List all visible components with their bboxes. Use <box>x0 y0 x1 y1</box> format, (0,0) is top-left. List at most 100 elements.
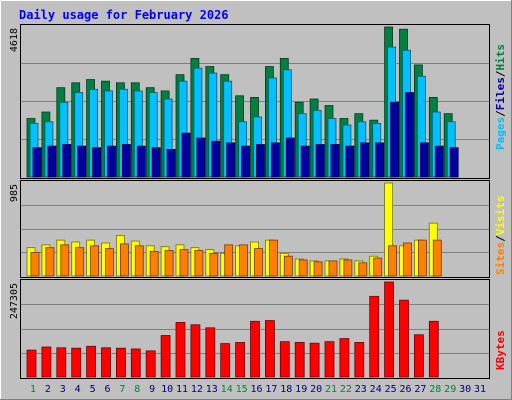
bar-pages-day-24 <box>375 142 385 178</box>
bar-sites-day-19 <box>298 259 308 277</box>
bar-sites-day-25 <box>388 245 398 277</box>
bar-kbytes-day-5 <box>86 345 96 378</box>
x-tick-label: 20 <box>310 384 322 395</box>
bar-pages-day-27 <box>419 142 429 178</box>
bar-sites-day-2 <box>45 247 55 277</box>
x-tick-label: 27 <box>414 384 426 395</box>
x-tick-label: 6 <box>104 384 110 395</box>
legend-item: Pages <box>494 117 507 150</box>
bar-kbytes-day-16 <box>250 320 260 378</box>
legend-item: / <box>494 235 507 242</box>
bar-pages-day-2 <box>47 145 57 178</box>
bar-pages-day-29 <box>449 147 459 178</box>
x-tick-label: 11 <box>176 384 188 395</box>
bar-pages-day-25 <box>390 101 400 178</box>
bar-kbytes-day-23 <box>354 342 365 378</box>
bar-sites-day-5 <box>90 245 99 277</box>
bar-kbytes-day-4 <box>71 347 82 378</box>
x-tick-label: 9 <box>149 384 155 395</box>
x-axis-day-labels: 1 2 3 4 5 6 7 8 9 10 11 12 13 14 15 16 17 18 19 20 21 22 23 24 2… <box>30 384 486 395</box>
bar-kbytes-day-18 <box>279 341 290 378</box>
x-tick-label: 2 <box>45 384 51 395</box>
x-tick-label: 29 <box>444 384 456 395</box>
bar-sites-day-8 <box>134 245 144 277</box>
legend-item: Sites <box>494 242 507 275</box>
legend-item: Visits <box>494 196 507 236</box>
legend-text: Pages/Files/Hits <box>494 44 507 150</box>
legend-item: / <box>494 70 507 77</box>
x-tick-label: 1 <box>30 384 36 395</box>
x-tick-label: 18 <box>280 384 292 395</box>
bar-pages-day-13 <box>211 140 221 178</box>
bars-middle <box>26 182 442 277</box>
bar-kbytes-day-15 <box>235 342 246 378</box>
bar-sites-day-11 <box>179 249 189 277</box>
bar-kbytes-day-24 <box>369 295 380 378</box>
bar-kbytes-day-25 <box>384 281 395 378</box>
bar-pages-day-26 <box>405 92 414 178</box>
bar-pages-day-3 <box>62 144 72 178</box>
bar-kbytes-day-10 <box>160 335 171 378</box>
panel-hits-files-pages: 4618 Pages/Files/Hits <box>9 24 507 179</box>
x-tick-label: 17 <box>265 384 277 395</box>
x-tick-label: 22 <box>340 384 352 395</box>
bar-pages-day-20 <box>315 144 325 178</box>
bar-kbytes-day-1 <box>26 349 37 378</box>
x-tick-label: 31 <box>474 384 486 395</box>
bar-pages-day-12 <box>196 137 206 178</box>
bar-kbytes-day-21 <box>324 341 335 378</box>
legend-bottom: KBytes <box>494 330 507 370</box>
x-tick-label: 30 <box>459 384 471 395</box>
bar-kbytes-day-13 <box>205 327 216 378</box>
bar-kbytes-day-12 <box>190 324 201 378</box>
bar-kbytes-day-11 <box>175 322 186 378</box>
bars-top <box>26 26 459 178</box>
bar-pages-day-21 <box>330 144 340 178</box>
x-tick-label: 5 <box>90 384 96 395</box>
x-tick-label: 13 <box>206 384 218 395</box>
legend-item: / <box>494 110 507 117</box>
bar-sites-day-27 <box>417 239 427 277</box>
bar-sites-day-14 <box>224 244 234 277</box>
x-tick-label: 19 <box>295 384 307 395</box>
bar-pages-day-5 <box>92 147 101 178</box>
bar-kbytes-day-27 <box>413 334 424 378</box>
x-tick-label: 24 <box>370 384 382 395</box>
bar-pages-day-1 <box>32 147 42 178</box>
legend-text: KBytes <box>494 330 507 370</box>
bar-sites-day-10 <box>164 250 174 277</box>
bar-kbytes-day-9 <box>145 350 156 378</box>
bar-pages-day-14 <box>226 142 236 178</box>
bar-kbytes-day-7 <box>116 347 126 378</box>
bar-kbytes-day-3 <box>56 347 67 378</box>
bar-pages-day-23 <box>360 142 370 178</box>
bar-sites-day-6 <box>105 248 114 277</box>
bar-sites-day-23 <box>358 262 368 277</box>
bar-sites-day-3 <box>60 244 70 277</box>
bar-sites-day-28 <box>432 239 442 277</box>
x-tick-label: 28 <box>429 384 441 395</box>
bar-pages-day-22 <box>345 145 355 178</box>
bar-sites-day-26 <box>403 242 412 277</box>
bars-bottom <box>26 281 439 378</box>
x-tick-label: 26 <box>399 384 411 395</box>
x-tick-label: 3 <box>60 384 66 395</box>
bar-sites-day-17 <box>268 239 278 277</box>
bar-sites-day-24 <box>373 257 383 277</box>
bar-kbytes-day-2 <box>41 346 52 378</box>
panel-kbytes: 247305 KBytes <box>9 279 507 379</box>
legend-middle: Sites/Visits <box>494 196 507 276</box>
y-max-label-bottom: 247305 <box>9 283 20 319</box>
bar-pages-day-11 <box>181 132 191 178</box>
bar-pages-day-28 <box>434 145 444 178</box>
panel-visits-sites: 985 Sites/Visits <box>9 180 507 278</box>
bar-sites-day-18 <box>283 255 293 277</box>
bar-kbytes-day-19 <box>294 342 305 378</box>
bar-kbytes-day-28 <box>428 320 439 378</box>
bar-pages-day-10 <box>166 148 176 178</box>
x-tick-label: 14 <box>221 384 233 395</box>
y-max-label-middle: 985 <box>9 184 20 202</box>
bar-sites-day-1 <box>30 251 40 277</box>
x-tick-label: 12 <box>191 384 203 395</box>
